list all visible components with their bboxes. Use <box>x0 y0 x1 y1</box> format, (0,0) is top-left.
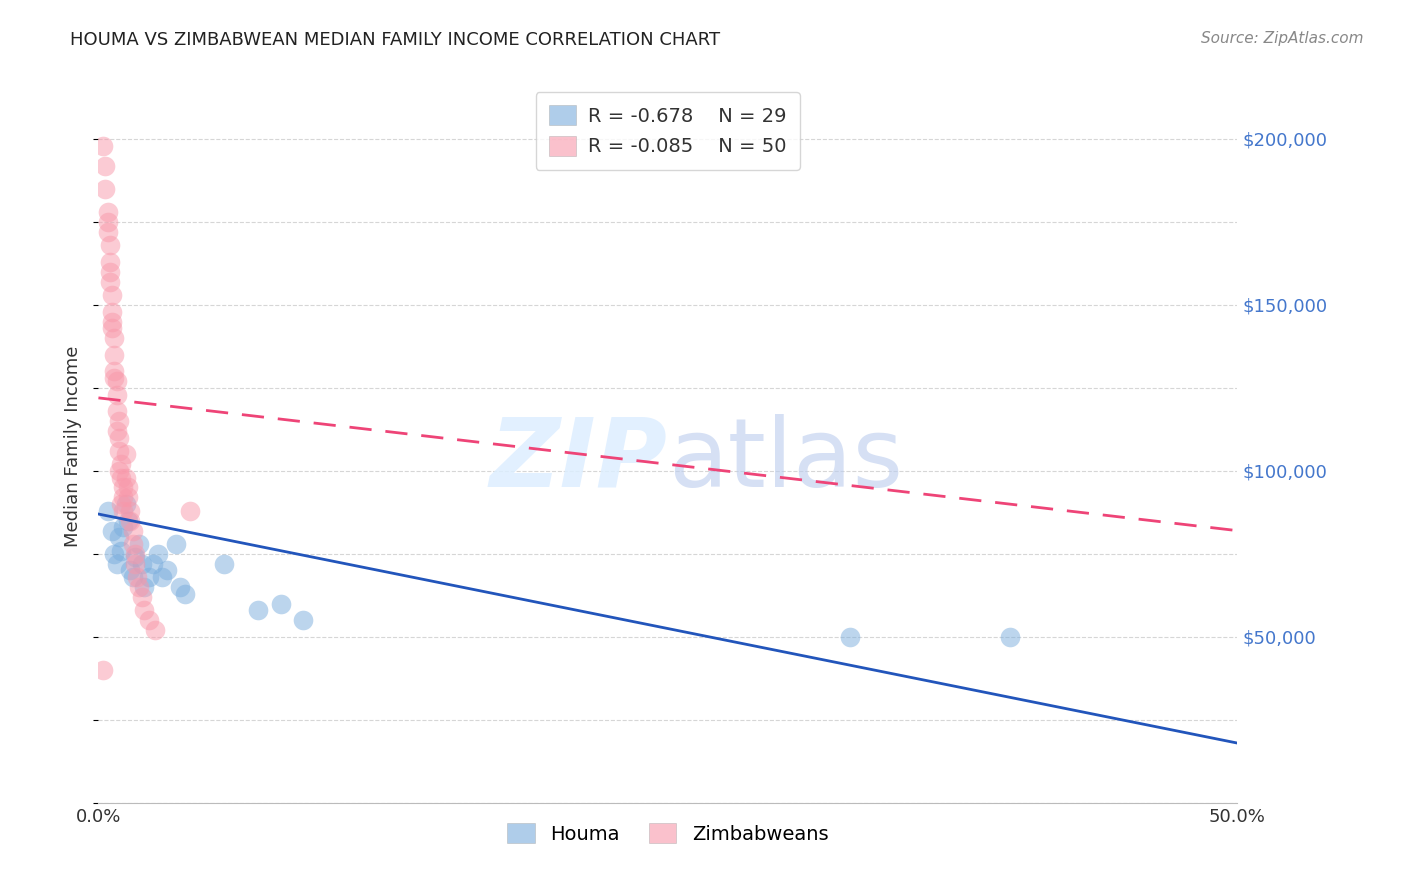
Point <box>105 387 128 401</box>
Point <box>292 613 315 627</box>
Point <box>121 524 143 538</box>
Point <box>105 374 128 388</box>
Point <box>124 547 146 561</box>
Point <box>169 580 191 594</box>
Point <box>98 265 121 279</box>
Point <box>246 603 269 617</box>
Point <box>101 524 124 538</box>
Point <box>120 564 142 578</box>
Point <box>145 624 167 638</box>
Point <box>103 547 125 561</box>
Point <box>839 630 862 644</box>
Point <box>110 497 132 511</box>
Point <box>108 464 131 478</box>
Point <box>101 304 124 318</box>
Point <box>174 587 197 601</box>
Y-axis label: Median Family Income: Median Family Income <box>65 345 83 547</box>
Point <box>101 314 124 328</box>
Point <box>94 182 117 196</box>
Point <box>212 557 235 571</box>
Point <box>132 603 155 617</box>
Point <box>270 597 292 611</box>
Point <box>96 504 118 518</box>
Point <box>156 564 179 578</box>
Point <box>998 630 1021 644</box>
Text: atlas: atlas <box>668 414 903 507</box>
Point <box>124 550 146 565</box>
Point <box>131 557 153 571</box>
Point <box>105 557 128 571</box>
Point <box>108 414 131 428</box>
Point <box>101 321 124 335</box>
Point <box>120 514 142 528</box>
Point <box>110 457 132 471</box>
Point <box>103 364 125 378</box>
Point <box>131 590 153 604</box>
Point <box>165 537 187 551</box>
Point <box>124 557 146 571</box>
Point <box>112 520 135 534</box>
Point <box>98 254 121 268</box>
Point <box>146 547 169 561</box>
Point <box>128 580 150 594</box>
Point <box>112 491 135 505</box>
Point <box>150 570 173 584</box>
Point <box>127 570 149 584</box>
Text: HOUMA VS ZIMBABWEAN MEDIAN FAMILY INCOME CORRELATION CHART: HOUMA VS ZIMBABWEAN MEDIAN FAMILY INCOME… <box>70 31 720 49</box>
Point <box>110 470 132 484</box>
Point <box>91 663 114 677</box>
Point <box>108 530 131 544</box>
Point <box>117 481 139 495</box>
Point <box>114 470 136 484</box>
Point <box>96 205 118 219</box>
Point <box>96 215 118 229</box>
Point <box>103 331 125 345</box>
Point <box>108 444 131 458</box>
Point <box>105 404 128 418</box>
Point <box>105 424 128 438</box>
Text: Source: ZipAtlas.com: Source: ZipAtlas.com <box>1201 31 1364 46</box>
Point <box>103 348 125 362</box>
Text: ZIP: ZIP <box>489 414 668 507</box>
Point <box>108 431 131 445</box>
Point <box>114 447 136 461</box>
Point <box>98 238 121 252</box>
Point <box>132 580 155 594</box>
Point <box>114 497 136 511</box>
Point <box>121 570 143 584</box>
Point <box>112 481 135 495</box>
Legend: Houma, Zimbabweans: Houma, Zimbabweans <box>494 810 842 857</box>
Point <box>112 504 135 518</box>
Point <box>138 570 160 584</box>
Point <box>120 504 142 518</box>
Point <box>101 288 124 302</box>
Point <box>91 138 114 153</box>
Point <box>110 543 132 558</box>
Point <box>117 491 139 505</box>
Point <box>103 371 125 385</box>
Point <box>179 504 201 518</box>
Point <box>128 537 150 551</box>
Point <box>98 275 121 289</box>
Point <box>96 225 118 239</box>
Point <box>121 537 143 551</box>
Point <box>142 557 165 571</box>
Point <box>94 159 117 173</box>
Point <box>117 514 139 528</box>
Point <box>138 613 160 627</box>
